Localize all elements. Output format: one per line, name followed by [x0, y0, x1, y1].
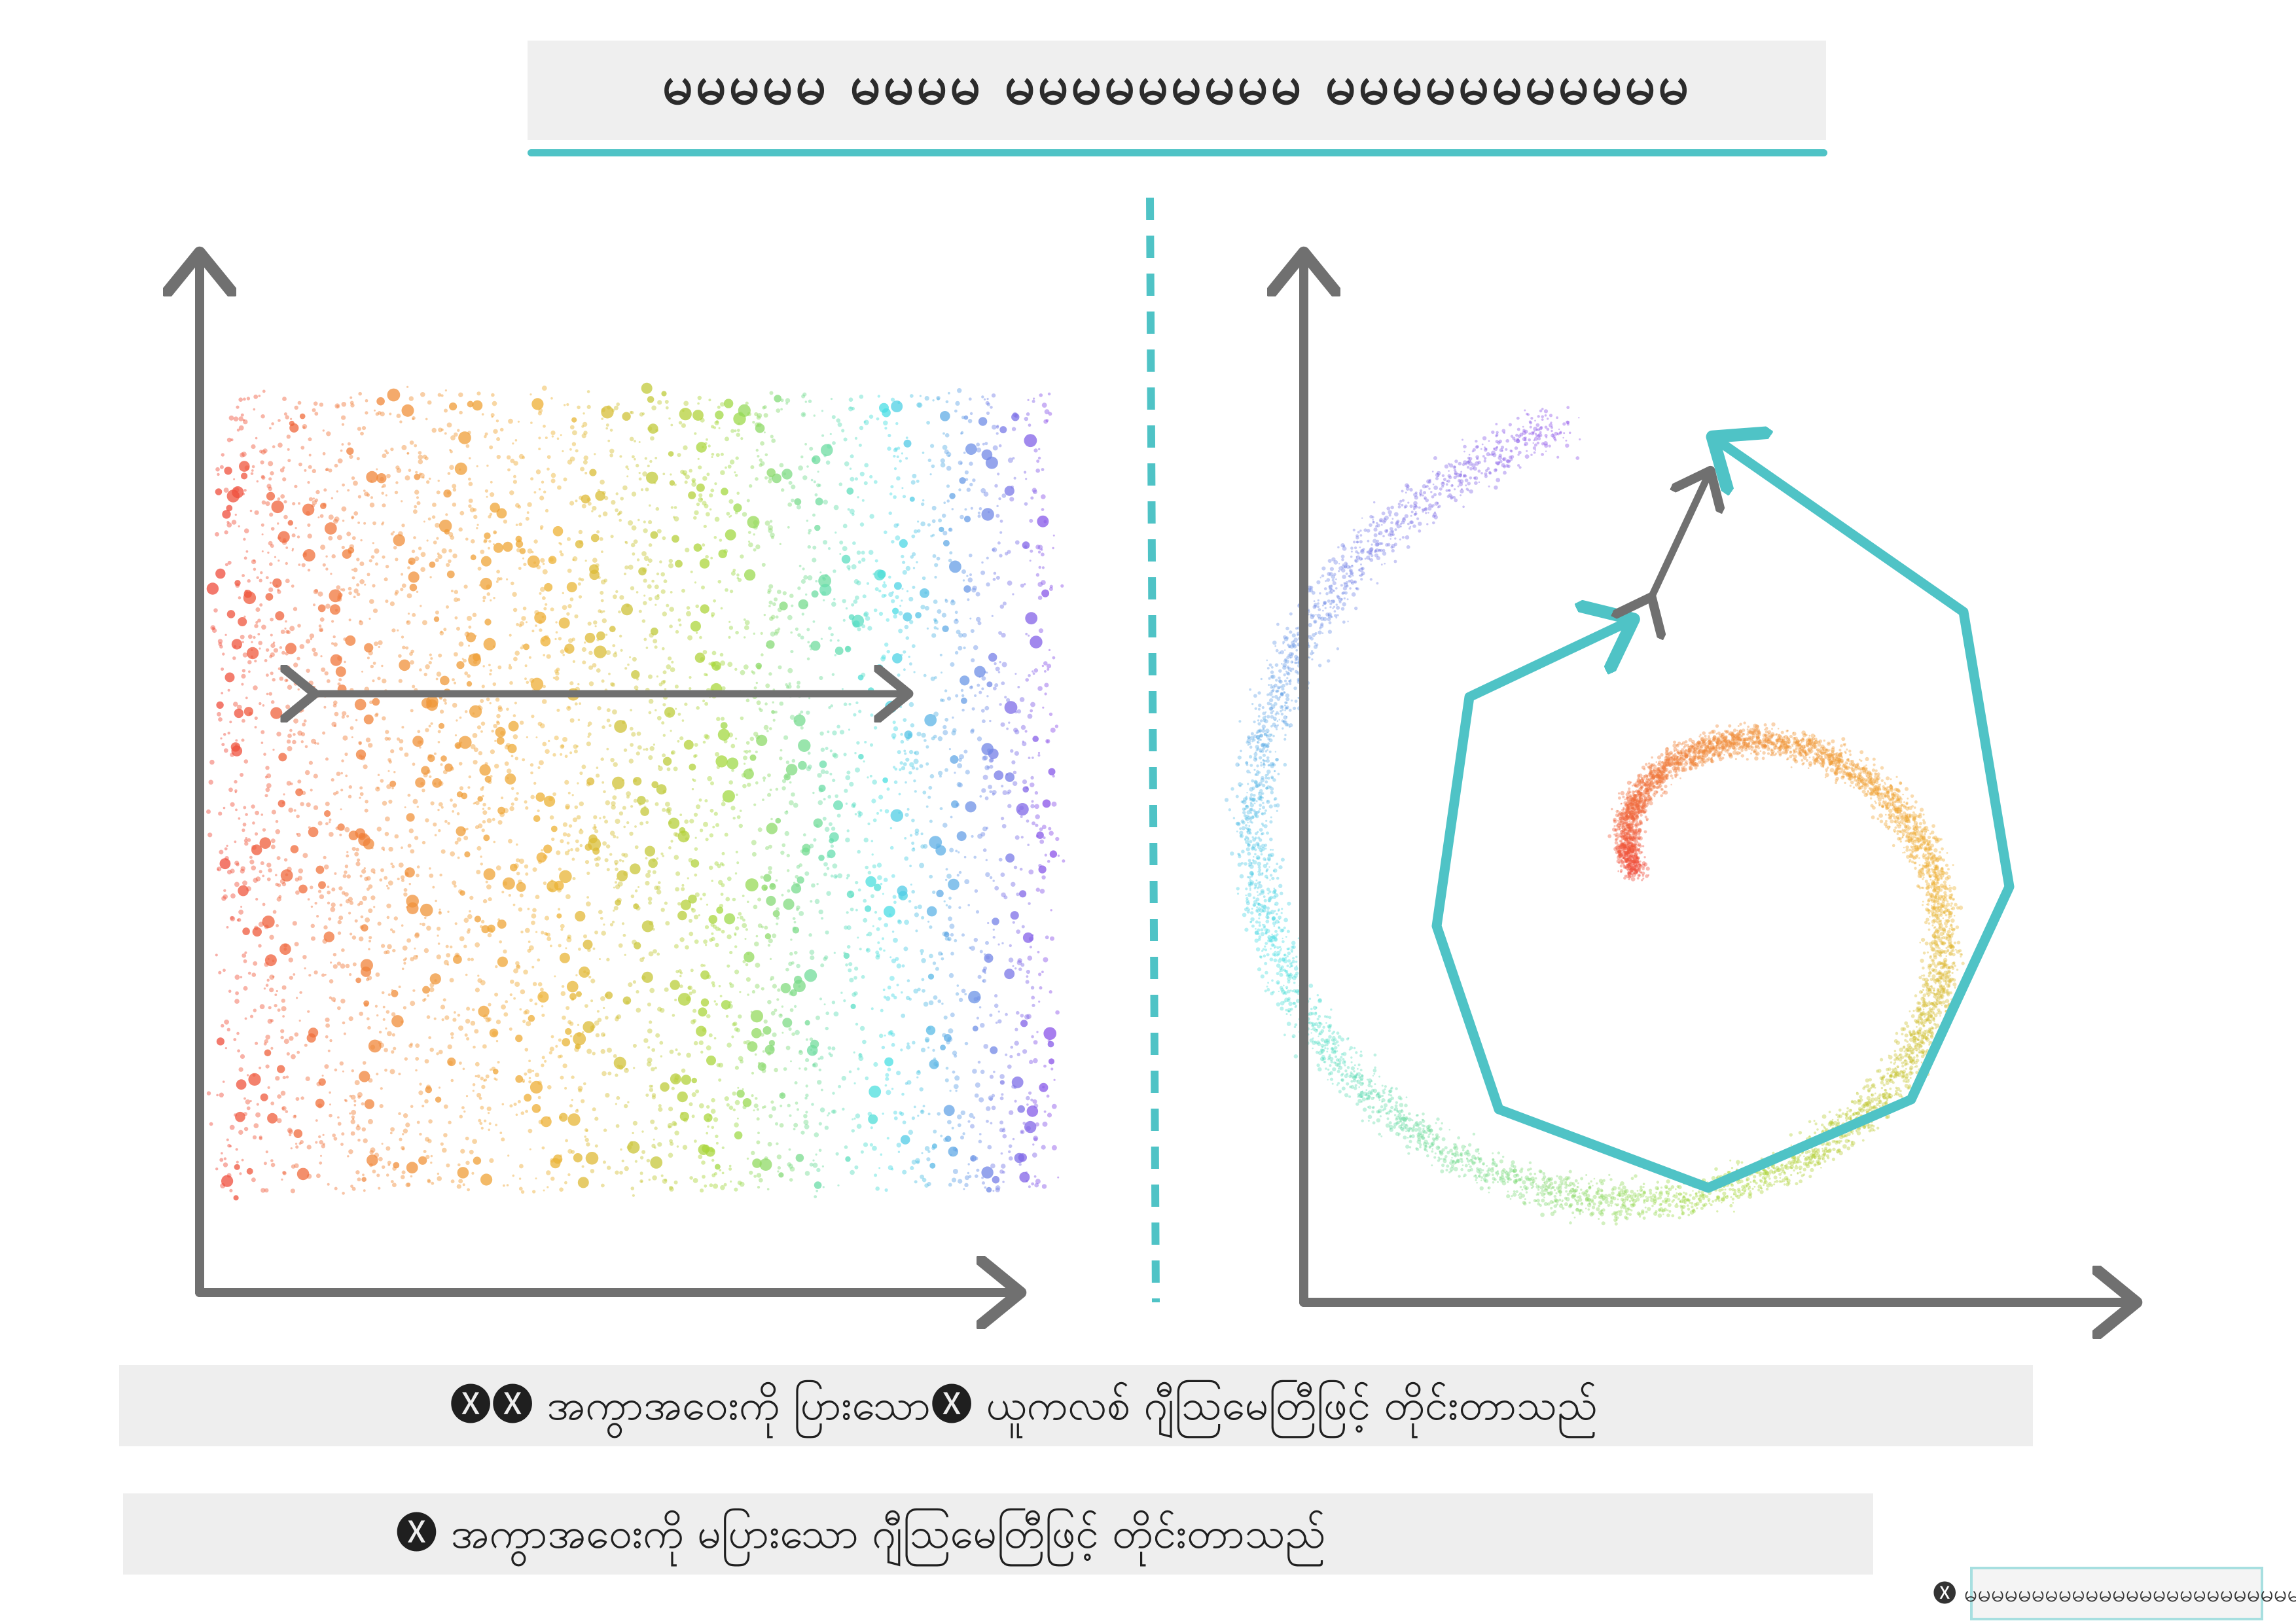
- caption-euclidean: 🅧🅧 အကွာအဝေးကို ပြားသော🅧 ယူကလစ် ဂျီသြမေတြ…: [119, 1365, 2033, 1446]
- credit-box: 🅧 မမမမမမမမမမမမမမမမမမမမမမမမမ: [1933, 1567, 2296, 1620]
- credit-text: 🅧 မမမမမမမမမမမမမမမမမမမမမမမမမ: [1933, 1580, 2296, 1607]
- shortcut-distance-arrow: [1651, 473, 1710, 599]
- caption-non-euclidean-text: 🅧 အကွာအဝေးကို မပြားသော ဂျီသြမေတြီဖြင့် တ…: [395, 1509, 1326, 1558]
- caption-non-euclidean: 🅧 အကွာအဝေးကို မပြားသော ဂျီသြမေတြီဖြင့် တ…: [123, 1493, 1873, 1575]
- spiral-scatter-cloud: [1224, 406, 1965, 1226]
- page-title: မမမမမ မမမမ မမမမမမမမမ မမမမမမမမမမမ: [662, 54, 1692, 116]
- left-scatter-cloud: [206, 382, 1066, 1201]
- panel-divider: [1146, 197, 1160, 1303]
- right-panel: [1224, 255, 2134, 1302]
- title-box: မမမမမ မမမမ မမမမမမမမမ မမမမမမမမမမမ: [528, 41, 1826, 140]
- title-underline: [528, 149, 1827, 156]
- geodesic-path: [1431, 620, 1713, 1193]
- left-panel: [200, 255, 1066, 1293]
- geodesic-path-outer: [1703, 438, 2015, 1193]
- caption-euclidean-text: 🅧🅧 အကွာအဝေးကို ပြားသော🅧 ယူကလစ် ဂျီသြမေတြ…: [450, 1381, 1598, 1430]
